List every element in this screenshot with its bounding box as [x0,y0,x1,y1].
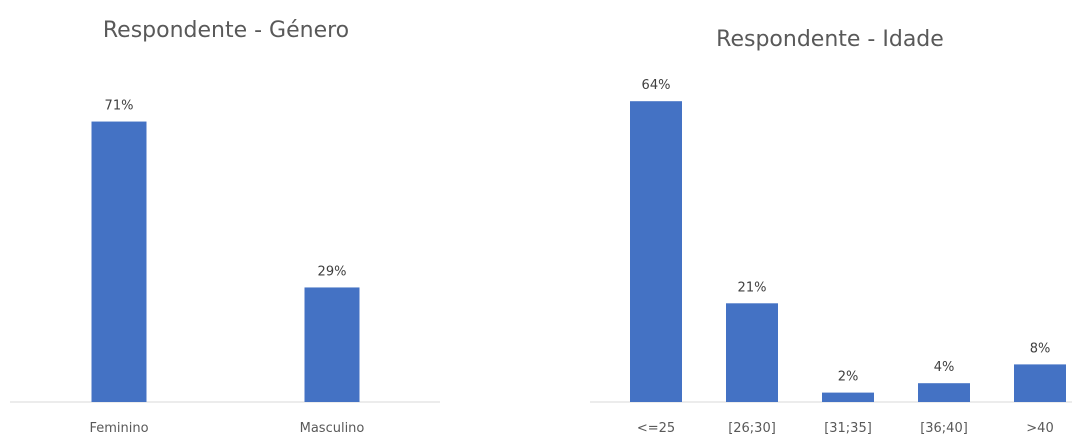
bar [1014,364,1066,402]
x-tick-label: [26;30] [728,421,776,436]
x-tick-label: Masculino [300,421,365,436]
data-label: 71% [105,99,134,114]
bar [91,121,147,403]
bar [304,287,360,402]
x-tick-label: >40 [1026,421,1053,436]
age-chart-title: Respondente - Idade [716,27,944,52]
x-tick-label: <=25 [637,421,675,436]
age-chart-svg: Respondente - Idade 64% <=25 21% [26;30] 2% [… [590,27,1072,436]
x-tick-label: Feminino [89,421,148,436]
data-label: 2% [838,370,859,385]
data-label: 29% [318,264,347,279]
data-label: 4% [934,360,955,375]
bar [822,392,874,402]
data-label: 21% [738,280,767,295]
data-label: 8% [1030,341,1051,356]
bar [918,383,970,402]
x-tick-label: [36;40] [920,421,968,436]
age-chart: Respondente - Idade 64% <=25 21% [26;30] 2% [… [590,0,1078,439]
gender-chart: Respondente - Género 71% Feminino 29% Mascu… [0,0,440,439]
bar [630,101,682,402]
data-label: 64% [642,78,671,93]
gender-chart-svg: Respondente - Género 71% Feminino 29% Mascu… [10,18,440,436]
x-tick-label: [31;35] [824,421,872,436]
bar [726,303,778,402]
gender-chart-title: Respondente - Género [103,18,349,43]
